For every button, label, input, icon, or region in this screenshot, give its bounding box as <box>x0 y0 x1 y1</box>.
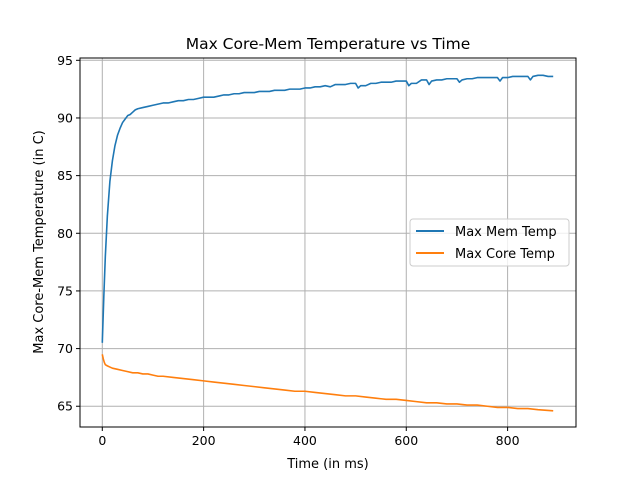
x-tick-label: 600 <box>394 433 418 448</box>
y-tick-label: 65 <box>57 399 73 414</box>
y-tick-label: 85 <box>57 168 73 183</box>
x-axis-label: Time (in ms) <box>286 457 369 472</box>
y-tick-label: 80 <box>57 226 73 241</box>
x-tick-label: 800 <box>496 433 520 448</box>
y-axis-label: Max Core-Mem Temperature (in C) <box>32 130 47 353</box>
legend-label-mem: Max Mem Temp <box>455 225 557 240</box>
plot-series <box>101 74 554 412</box>
x-tick-label: 400 <box>293 433 317 448</box>
y-tick-label: 70 <box>57 341 73 356</box>
legend: Max Mem Temp Max Core Temp <box>409 218 570 267</box>
chart-title: Max Core-Mem Temperature vs Time <box>186 35 471 53</box>
y-tick-label: 95 <box>57 53 73 68</box>
series-line-max-core-temp <box>101 354 554 412</box>
legend-box <box>409 218 570 267</box>
y-tick-label: 75 <box>57 283 73 298</box>
y-tick-label: 90 <box>57 110 73 125</box>
series-line-max-mem-temp <box>101 74 554 343</box>
legend-label-core: Max Core Temp <box>455 247 555 262</box>
x-tick-label: 0 <box>98 433 106 448</box>
x-tick-label: 200 <box>192 433 216 448</box>
axis-ticks: 0 200 400 600 800 65 70 75 80 85 90 95 <box>57 53 519 448</box>
plot-frame <box>79 57 577 428</box>
